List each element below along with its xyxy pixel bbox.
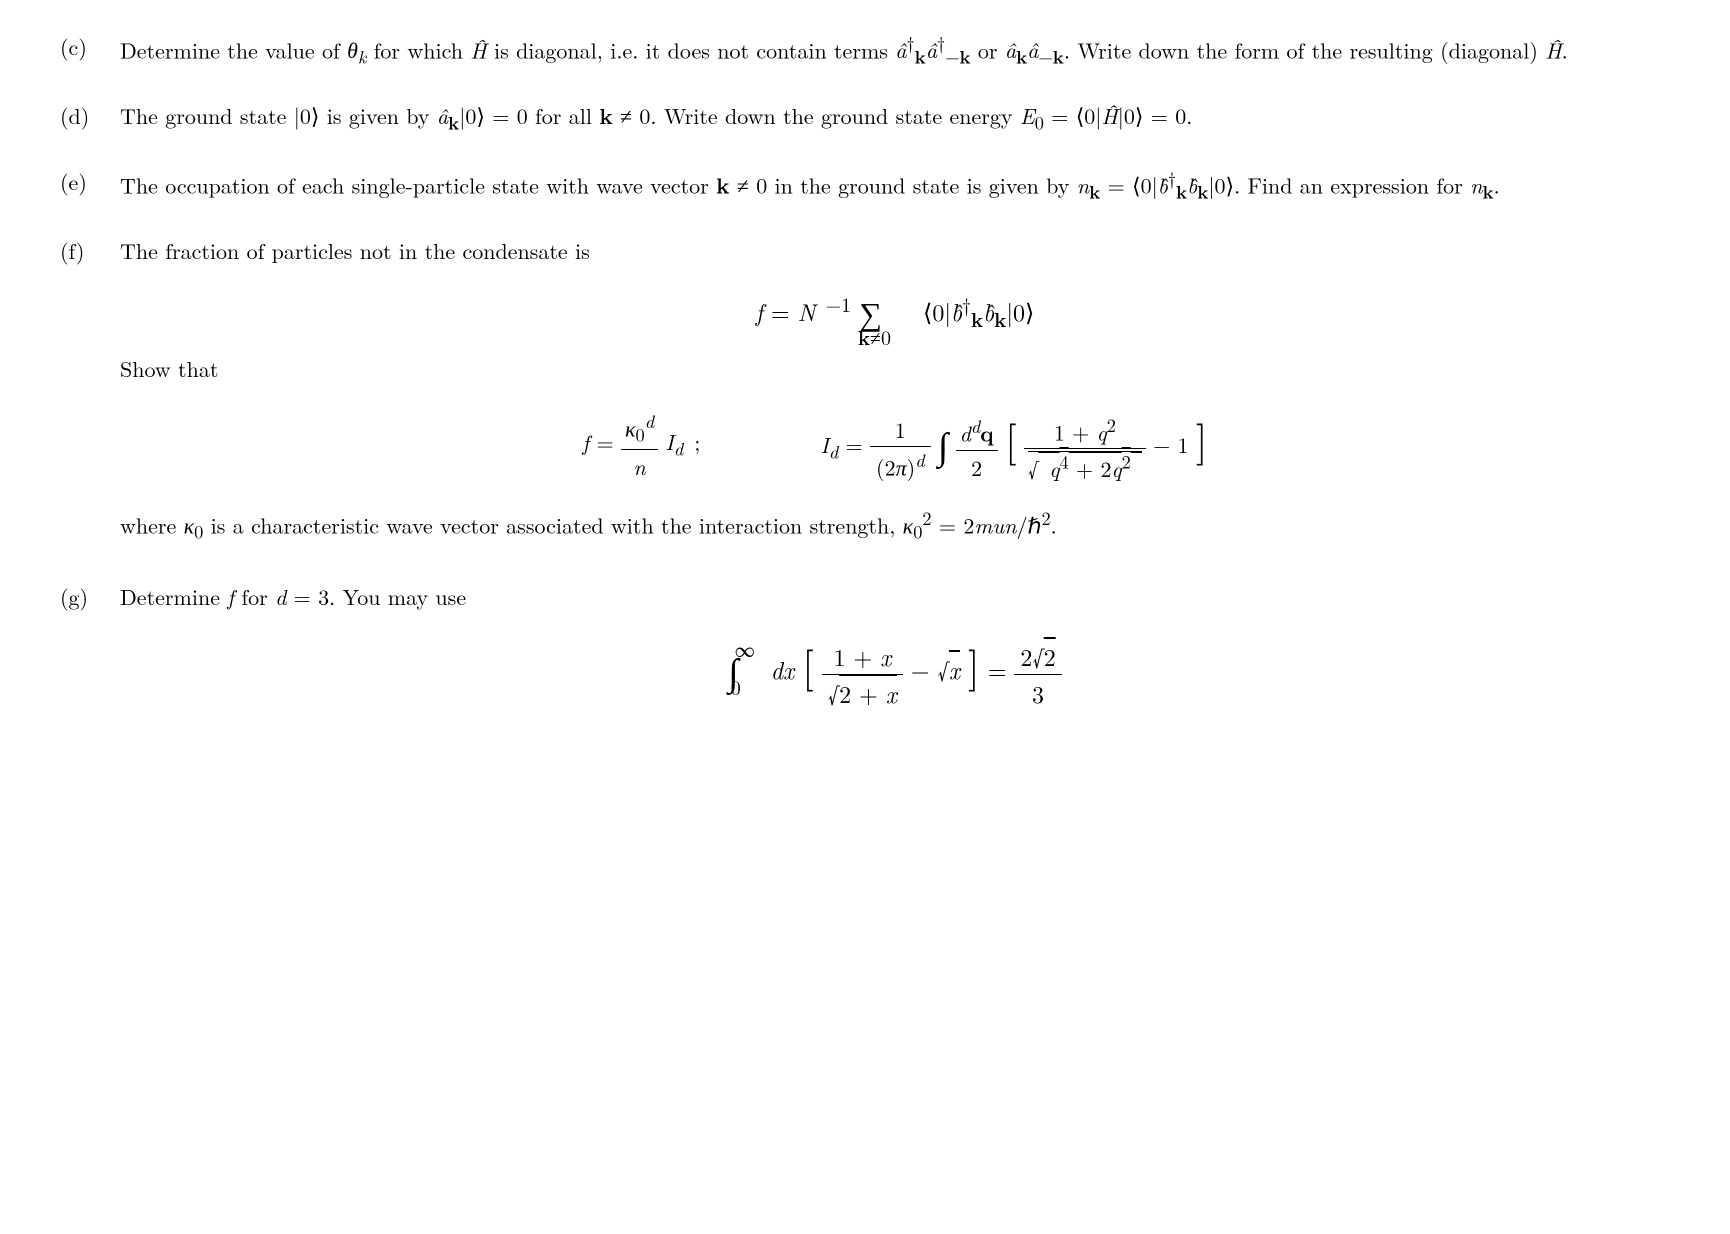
text-f-where: where κ0 is a characteristic wave vector… [120,505,1670,546]
equation-f2: f = κ0d n Id ; Id = 1 (2π)d ∫ ddq 2 [ [120,405,1670,485]
problem-part-c: (c) Determine the value of θk for which … [60,30,1670,71]
part-content-d: The ground state |0⟩ is given by âk|0⟩ =… [120,99,1670,137]
part-content-g: Determine f for d = 3. You may use ∫0∞ d… [120,580,1670,728]
part-label-c: (c) [60,30,120,71]
part-content-c: Determine the value of θk for which Ĥ is… [120,30,1670,71]
problem-part-d: (d) The ground state |0⟩ is given by âk|… [60,99,1670,137]
problem-part-g: (g) Determine f for d = 3. You may use ∫… [60,580,1670,728]
part-content-e: The occupation of each single-particle s… [120,165,1670,206]
problem-part-e: (e) The occupation of each single-partic… [60,165,1670,206]
equation-g: ∫0∞ dx [ 1 + x √2 + x − √x ] = 2√2 3 [120,631,1670,710]
problem-part-f: (f) The fraction of particles not in the… [60,234,1670,552]
part-label-f: (f) [60,234,120,552]
text-f-intro: The fraction of particles not in the con… [120,234,1670,267]
text-g-intro: Determine f for d = 3. You may use [120,580,1670,613]
part-content-f: The fraction of particles not in the con… [120,234,1670,552]
part-label-d: (d) [60,99,120,137]
part-label-e: (e) [60,165,120,206]
equation-f1: f = N −1 ∑k≠0 ⟨0|b̂†kb̂k|0⟩ [120,285,1670,334]
text-f-show: Show that [120,352,1670,385]
equation-f2a: f = κ0d n Id ; [582,408,700,483]
part-label-g: (g) [60,580,120,728]
equation-f2b: Id = 1 (2π)d ∫ ddq 2 [ 1 + q2 √ q4 + 2q2… [820,405,1207,485]
